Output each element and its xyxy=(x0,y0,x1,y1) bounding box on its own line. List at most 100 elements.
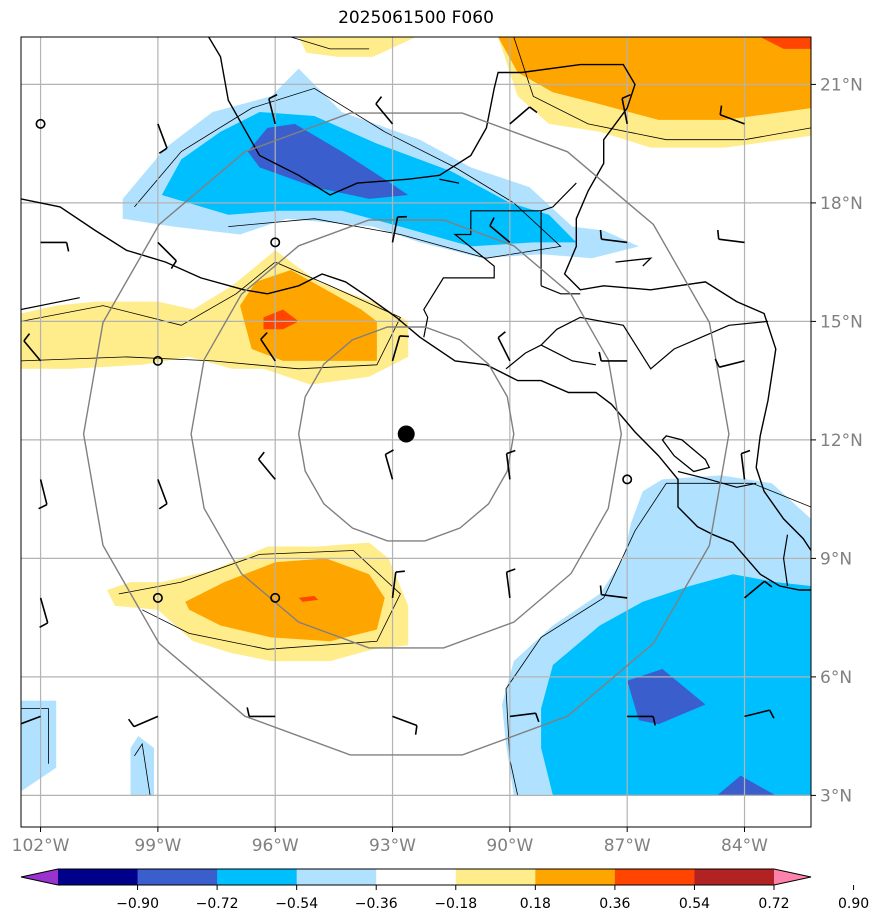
wind-barb xyxy=(505,449,516,480)
wind-barb-shaft xyxy=(743,580,766,599)
wind-barbs xyxy=(21,93,775,735)
wind-barb xyxy=(599,229,628,244)
wind-barb-feather xyxy=(23,333,31,342)
contour-fill-region xyxy=(240,270,377,361)
wind-barb-feather xyxy=(599,229,603,240)
contour-line xyxy=(290,37,370,50)
wind-barb xyxy=(127,715,159,728)
colorbar-segment xyxy=(694,869,775,885)
wind-barb-shaft xyxy=(718,238,745,244)
wind-barb-shaft xyxy=(489,225,511,244)
wind-barb xyxy=(257,451,276,480)
y-tick-label: 9°N xyxy=(820,549,852,569)
country-border xyxy=(505,344,596,370)
colorbar-tick-label: 0.54 xyxy=(679,896,710,912)
wind-barb-shaft xyxy=(21,715,41,725)
wind-barb-shaft xyxy=(601,593,628,599)
wind-barb xyxy=(509,106,538,125)
colorbar-tick-label: −0.54 xyxy=(275,896,318,912)
wind-barb xyxy=(157,479,168,510)
wind-barb-feather xyxy=(158,503,168,510)
wind-barb-shaft xyxy=(719,360,745,368)
wind-barb-shaft xyxy=(391,571,397,599)
wind-barb-shaft xyxy=(157,479,168,504)
lake-outline xyxy=(661,435,711,473)
colorbar-tick-label: 0.72 xyxy=(758,896,789,912)
x-axis-ticks: 102°W 99°W 96°W 93°W 90°W 87°W 84°W xyxy=(12,827,768,856)
range-ring xyxy=(190,219,623,649)
y-tick-label: 15°N xyxy=(820,312,863,332)
country-border xyxy=(540,285,581,295)
wind-barb xyxy=(38,479,48,510)
wind-barb-shaft xyxy=(392,715,418,727)
calm-station xyxy=(622,474,633,485)
wind-barb xyxy=(391,335,409,362)
colorbar-tick-label: −0.18 xyxy=(434,896,477,912)
wind-barb xyxy=(40,241,70,252)
wind-barb-shaft xyxy=(133,715,159,728)
wind-barb xyxy=(743,580,773,599)
wind-barb xyxy=(489,217,511,244)
wind-barb-feather xyxy=(489,217,495,227)
contour-fill-region xyxy=(247,123,409,199)
colorbar-tick-label: 0.18 xyxy=(520,896,551,912)
colorbar-tick-label: −0.90 xyxy=(116,896,159,912)
wind-barb-shaft xyxy=(391,216,399,243)
wind-barb xyxy=(599,585,628,599)
wind-barb-shaft xyxy=(740,453,746,480)
wind-barb-feather xyxy=(395,570,405,573)
colorbar-segment xyxy=(58,869,139,885)
wind-barb-feather xyxy=(714,358,721,368)
colorbar-extend-low xyxy=(21,869,58,885)
wind-barb-shaft xyxy=(505,571,511,599)
wind-barb-feather xyxy=(257,451,265,460)
x-tick-label: 102°W xyxy=(12,836,70,856)
contour-fill-region xyxy=(498,37,811,120)
wind-barb xyxy=(384,449,394,480)
y-tick-label: 21°N xyxy=(820,75,863,95)
wind-barb-shaft xyxy=(157,123,168,149)
wind-barb xyxy=(375,96,394,125)
wind-barb-feather xyxy=(127,718,135,728)
colorbar-segment xyxy=(217,869,298,885)
colorbar-tick-label: 0.90 xyxy=(838,896,869,912)
colorbar-segment xyxy=(614,869,695,885)
colorbar-tick-label: −0.72 xyxy=(196,896,239,912)
y-axis-ticks: 3°N 6°N 9°N 12°N 15°N 18°N 21°N xyxy=(811,75,863,806)
wind-barb-feather xyxy=(39,622,49,629)
y-tick-label: 12°N xyxy=(820,431,863,451)
wind-barb xyxy=(714,358,745,368)
contour-line xyxy=(21,261,401,370)
plot-frame xyxy=(20,36,812,828)
contour-fill-region xyxy=(760,37,811,49)
wind-barb-feather xyxy=(599,585,603,595)
wind-barb-feather xyxy=(529,106,538,114)
wind-barb-shaft xyxy=(719,114,745,125)
wind-barb xyxy=(268,93,278,125)
range-rings xyxy=(82,112,730,756)
wind-barb-shaft xyxy=(157,241,177,262)
wind-barb xyxy=(621,93,631,125)
island-outline xyxy=(615,257,653,267)
contour-fill-region xyxy=(627,669,706,725)
wind-barb xyxy=(497,331,511,362)
colorbar-segment xyxy=(296,869,377,885)
y-tick-label: 6°N xyxy=(820,668,852,688)
country-border xyxy=(782,534,789,587)
wind-barb-feather xyxy=(268,93,278,100)
wind-barb-feather xyxy=(385,449,394,456)
wind-barb-shaft xyxy=(505,453,511,480)
wind-barb-feather xyxy=(506,449,516,455)
country-border xyxy=(21,297,80,311)
colorbar-segment xyxy=(455,869,536,885)
colorbar-segment xyxy=(137,869,218,885)
wind-barb xyxy=(21,715,41,725)
wind-barb xyxy=(23,333,42,362)
contour-fill-region xyxy=(21,700,57,792)
colorbar-tick-label: 0.36 xyxy=(599,896,630,912)
wind-barb-shaft xyxy=(497,337,511,362)
wind-barb xyxy=(744,709,775,719)
wind-barb xyxy=(391,570,405,599)
colorbar-segment xyxy=(376,869,457,885)
